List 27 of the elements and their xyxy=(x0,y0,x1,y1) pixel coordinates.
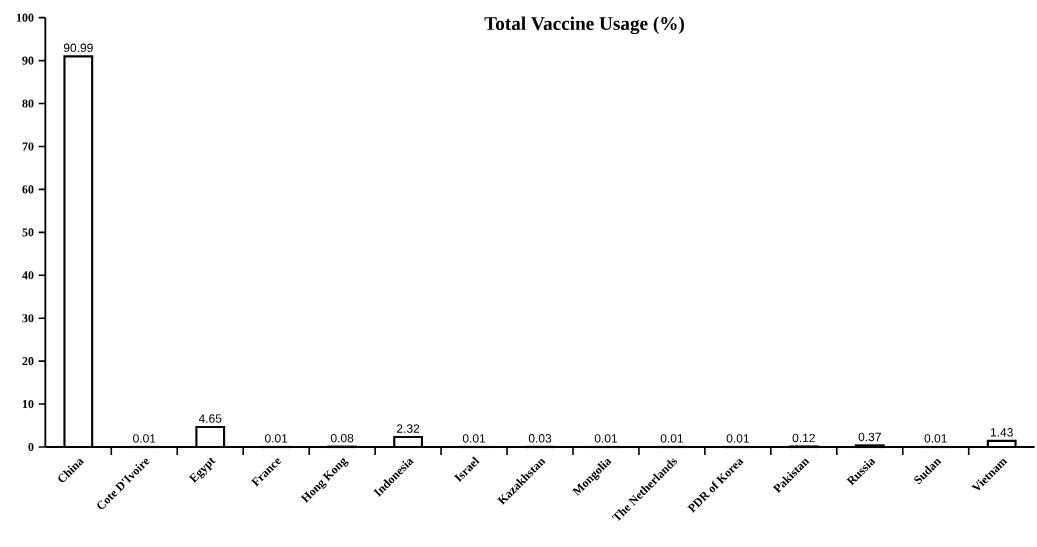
data-label: 0.01 xyxy=(462,434,486,443)
data-label: 0.12 xyxy=(792,433,815,443)
data-label: 0.01 xyxy=(924,434,947,443)
data-label: 0.01 xyxy=(726,434,749,443)
chart-title: Total Vaccine Usage (%) xyxy=(484,16,685,35)
data-label: 0.01 xyxy=(594,434,618,443)
y-tick-label: 90 xyxy=(22,56,34,65)
data-label: 4.65 xyxy=(198,414,222,423)
y-tick-label: 40 xyxy=(22,271,34,280)
y-tick-label: 50 xyxy=(22,228,34,237)
data-label: 2.32 xyxy=(397,424,420,433)
data-label: 90.99 xyxy=(63,43,93,53)
data-label: 0.03 xyxy=(528,434,552,443)
y-tick-label: 80 xyxy=(22,99,34,108)
y-tick-label: 0 xyxy=(28,442,34,452)
y-tick-label: 20 xyxy=(22,357,34,366)
data-label: 0.01 xyxy=(264,434,288,443)
data-label: 1.43 xyxy=(990,428,1013,437)
y-tick-label: 60 xyxy=(22,185,34,194)
y-tick-label: 10 xyxy=(22,400,34,409)
data-label: 0.08 xyxy=(330,433,354,443)
data-label: 0.01 xyxy=(660,434,684,443)
data-label: 0.37 xyxy=(858,432,881,442)
y-tick-label: 30 xyxy=(22,314,34,323)
data-label: 0.01 xyxy=(133,434,156,443)
y-tick-label: 70 xyxy=(22,142,34,151)
y-tick-label: 100 xyxy=(16,13,34,22)
